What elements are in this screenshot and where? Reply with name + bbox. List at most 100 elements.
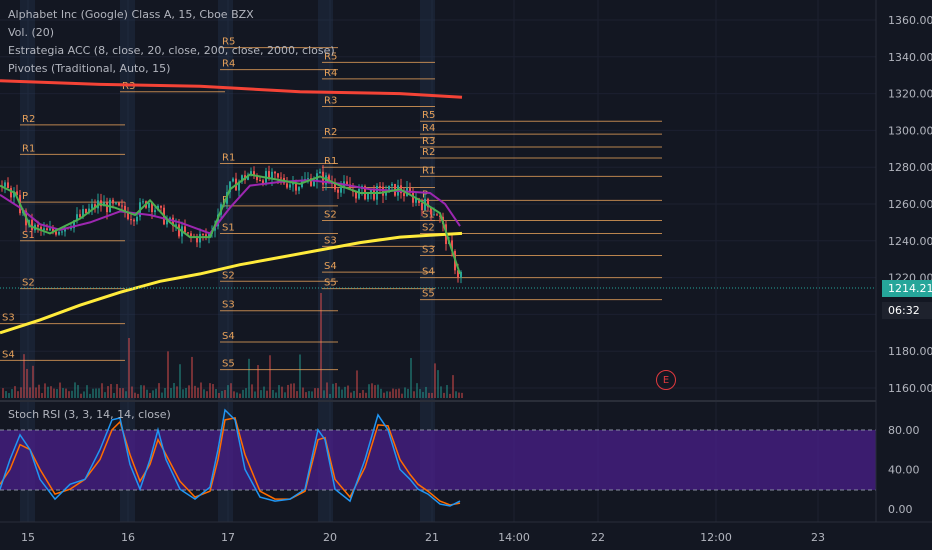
pivot-label: R5 bbox=[422, 110, 435, 121]
pivot-label: S1 bbox=[222, 222, 235, 233]
volume-bar bbox=[221, 390, 223, 398]
volume-bar bbox=[284, 392, 286, 398]
volume-bar bbox=[374, 385, 376, 398]
candle-body bbox=[70, 228, 72, 230]
candle-body bbox=[151, 202, 153, 213]
pivots-legend[interactable]: Pivotes (Traditional, Auto, 15) bbox=[8, 62, 171, 75]
candle-body bbox=[250, 171, 252, 175]
pivot-label: R2 bbox=[422, 147, 435, 158]
volume-bar bbox=[26, 368, 28, 398]
time-axis[interactable]: 15 16 17 20 21 14:00 22 12:00 23 bbox=[21, 531, 825, 544]
volume-bar bbox=[446, 385, 448, 398]
candle-body bbox=[4, 182, 6, 187]
candle-body bbox=[292, 182, 294, 185]
volume-bar bbox=[92, 388, 94, 398]
candle-body bbox=[451, 240, 453, 252]
strategy-legend[interactable]: Estrategia ACC (8, close, 20, close, 200… bbox=[8, 44, 335, 57]
candle-body bbox=[298, 187, 300, 191]
candle-body bbox=[115, 202, 117, 204]
candle-body bbox=[349, 184, 351, 190]
session-band bbox=[120, 0, 135, 522]
candle-body bbox=[55, 231, 57, 235]
volume-bar bbox=[209, 383, 211, 398]
candle-body bbox=[229, 181, 231, 193]
candle-body bbox=[172, 217, 174, 226]
volume-bar bbox=[371, 383, 373, 398]
candle-body bbox=[85, 209, 87, 214]
pivot-label: R4 bbox=[324, 68, 337, 79]
volume-bar bbox=[257, 365, 259, 398]
volume-bar bbox=[422, 391, 424, 398]
candle-body bbox=[73, 220, 75, 229]
time-tick-label: 15 bbox=[21, 531, 35, 544]
volume-bar bbox=[251, 384, 253, 398]
candle-body bbox=[409, 188, 411, 193]
volume-bar bbox=[185, 387, 187, 398]
session-band bbox=[420, 0, 435, 522]
pivot-label: S2 bbox=[22, 278, 35, 289]
time-tick-label: 22 bbox=[591, 531, 605, 544]
volume-bar bbox=[8, 393, 10, 398]
candle-body bbox=[388, 185, 390, 193]
volume-bar bbox=[341, 389, 343, 398]
volume-bar bbox=[416, 383, 418, 398]
candle-body bbox=[136, 216, 138, 222]
volume-bar bbox=[302, 387, 304, 398]
candle-body bbox=[190, 233, 192, 236]
volume-bar bbox=[230, 383, 232, 398]
volume-bar bbox=[23, 354, 25, 398]
candle-body bbox=[205, 234, 207, 238]
candle-body bbox=[43, 228, 45, 230]
volume-bar bbox=[392, 388, 394, 398]
stoch-tick-label: 80.00 bbox=[888, 424, 920, 437]
candle-body bbox=[241, 175, 243, 182]
volume-bar bbox=[179, 364, 181, 398]
volume-bar bbox=[380, 388, 382, 398]
candle-body bbox=[7, 182, 9, 189]
volume-bar bbox=[434, 363, 436, 398]
volume-bar bbox=[452, 375, 454, 398]
pivot-label: S1 bbox=[422, 210, 435, 221]
volume-bar bbox=[323, 390, 325, 398]
candle-body bbox=[40, 226, 42, 230]
volume-legend[interactable]: Vol. (20) bbox=[8, 26, 55, 39]
candle-body bbox=[379, 185, 381, 187]
volume-bar bbox=[413, 391, 415, 398]
volume-bar bbox=[224, 390, 226, 398]
candle-body bbox=[262, 180, 264, 185]
candle-body bbox=[148, 202, 150, 208]
candle-body bbox=[142, 201, 144, 203]
candle-body bbox=[184, 226, 186, 233]
symbol-title[interactable]: Alphabet Inc (Google) Class A, 15, Cboe … bbox=[8, 8, 254, 21]
price-tick-label: 1300.00 bbox=[888, 124, 932, 137]
candle-body bbox=[127, 212, 129, 220]
pivot-label: P bbox=[22, 191, 28, 202]
candle-body bbox=[31, 219, 33, 231]
volume-bar bbox=[53, 388, 55, 398]
earnings-marker[interactable]: E bbox=[656, 370, 676, 390]
candle-body bbox=[94, 204, 96, 209]
volume-bar bbox=[50, 386, 52, 398]
stoch-tick-label: 0.00 bbox=[888, 503, 913, 516]
pivot-label: R1 bbox=[22, 143, 35, 154]
volume-bar bbox=[320, 293, 322, 398]
price-tick-label: 1320.00 bbox=[888, 88, 932, 101]
volume-bar bbox=[386, 391, 388, 398]
time-tick-label: 23 bbox=[811, 531, 825, 544]
stoch-rsi-legend[interactable]: Stoch RSI (3, 3, 14, 14, close) bbox=[8, 408, 171, 421]
candle-body bbox=[340, 187, 342, 193]
candle-body bbox=[313, 181, 315, 186]
volume-bar bbox=[140, 385, 142, 398]
volume-bar bbox=[5, 391, 7, 398]
volume-bar bbox=[227, 385, 229, 398]
pivot-label: S3 bbox=[422, 245, 435, 256]
volume-bar bbox=[41, 393, 43, 398]
candle-body bbox=[154, 210, 156, 213]
volume-bar bbox=[332, 383, 334, 398]
volume-bar bbox=[410, 358, 412, 398]
pivot-label: S1 bbox=[22, 230, 35, 241]
volume-bar bbox=[305, 392, 307, 398]
volume-bar bbox=[32, 365, 34, 398]
volume-bar bbox=[68, 391, 70, 398]
